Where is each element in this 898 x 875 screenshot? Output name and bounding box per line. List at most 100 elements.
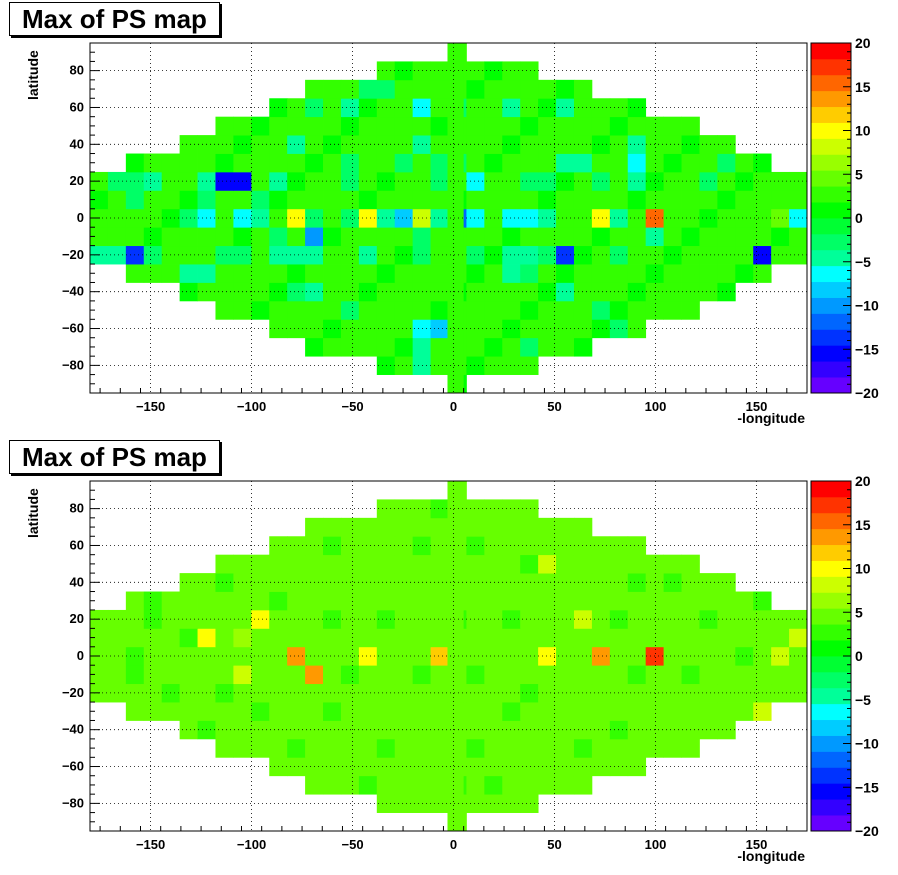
heatmap-cell: [484, 794, 503, 813]
colorbar-tick-label: −20: [855, 385, 879, 401]
heatmap-cell: [323, 646, 342, 666]
heatmap-cell: [609, 554, 629, 574]
heatmap-cell: [269, 264, 288, 283]
heatmap-cell: [161, 190, 181, 210]
heatmap-cell: [699, 227, 718, 247]
heatmap-cell: [484, 683, 503, 703]
heatmap-cell: [323, 738, 342, 758]
heatmap-cell: [251, 702, 270, 721]
heatmap-cell: [305, 517, 324, 537]
heatmap-cell: [538, 79, 557, 99]
heatmap-cell: [484, 775, 503, 795]
heatmap-cell: [484, 609, 503, 629]
heatmap-cell: [143, 190, 163, 210]
heatmap-cell: [663, 135, 682, 154]
heatmap-cell: [305, 79, 324, 99]
heatmap-cell: [573, 702, 593, 721]
heatmap-cell: [591, 757, 611, 777]
heatmap-cell: [376, 646, 396, 666]
heatmap-cell: [771, 609, 790, 629]
heatmap-cell: [358, 171, 378, 191]
heatmap-cell: [447, 665, 464, 685]
colorbar-segment: [811, 592, 851, 609]
heatmap-cell: [520, 98, 539, 118]
heatmap-cell: [573, 646, 593, 666]
heatmap-cell: [269, 300, 288, 320]
heatmap-cell: [376, 757, 396, 777]
heatmap-cell: [125, 702, 145, 721]
heatmap-cell: [430, 356, 449, 375]
heatmap-cell: [179, 702, 198, 721]
heatmap-cell: [627, 208, 647, 228]
heatmap-cell: [305, 738, 324, 758]
heatmap-cell: [143, 264, 163, 283]
heatmap-cell: [591, 153, 611, 173]
heatmap-cell: [287, 536, 306, 556]
heatmap-cell: [215, 738, 234, 758]
heatmap-cell: [556, 264, 575, 283]
heatmap-cell: [430, 683, 449, 703]
heatmap-cell: [502, 573, 521, 592]
heatmap-cell: [305, 227, 324, 247]
heatmap-cell: [412, 683, 431, 703]
heatmap-cell: [447, 61, 464, 81]
heatmap-cell: [573, 79, 593, 99]
heatmap-cell: [90, 665, 109, 685]
heatmap-cell: [447, 794, 464, 813]
heatmap-cell: [251, 264, 270, 283]
heatmap-cell: [215, 116, 234, 136]
heatmap-cell: [215, 702, 234, 721]
heatmap-cell: [251, 190, 270, 210]
heatmap-cell: [376, 591, 396, 611]
heatmap-cell: [447, 319, 464, 339]
heatmap-cell: [197, 190, 216, 210]
heatmap-cell: [556, 319, 575, 339]
heatmap-cell: [591, 190, 611, 210]
heatmap-cell: [447, 227, 464, 247]
y-tick-label: 60: [70, 537, 84, 552]
heatmap-cell: [627, 554, 647, 574]
x-tick-label: −150: [136, 837, 165, 852]
heatmap-cell: [233, 591, 252, 611]
heatmap-cell: [412, 591, 431, 611]
heatmap-cell: [573, 171, 593, 191]
heatmap-cell: [573, 135, 593, 154]
heatmap-cell: [394, 646, 414, 666]
heatmap-cell: [645, 153, 664, 173]
colorbar-segment: [811, 43, 851, 60]
heatmap-cell: [251, 227, 270, 247]
heatmap-cell: [771, 683, 790, 703]
y-tick-label: −60: [62, 321, 84, 336]
heatmap-cell: [484, 153, 503, 173]
heatmap-cell: [520, 227, 539, 247]
heatmap-cell: [484, 300, 503, 320]
heatmap-cell: [233, 190, 252, 210]
heatmap-cell: [179, 591, 198, 611]
heatmap-cell: [573, 628, 593, 648]
heatmap-cell: [447, 738, 464, 758]
heatmap-cell: [215, 208, 234, 228]
heatmap-cell: [323, 190, 342, 210]
heatmap-cell: [358, 757, 378, 777]
heatmap-cell: [735, 683, 754, 703]
heatmap-cell: [627, 300, 647, 320]
heatmap-cell: [251, 646, 270, 666]
heatmap-cell: [681, 153, 700, 173]
heatmap-cell: [556, 190, 575, 210]
heatmap-cell: [699, 264, 718, 283]
heatmap-cell: [447, 79, 464, 99]
heatmap-cell: [484, 116, 503, 136]
heatmap-cell: [502, 628, 521, 648]
colorbar-tick-label: −15: [855, 341, 879, 357]
heatmap-cell: [143, 208, 163, 228]
heatmap-cell: [125, 227, 145, 247]
heatmap-cell: [287, 153, 306, 173]
heatmap-cell: [573, 300, 593, 320]
heatmap-cell: [143, 646, 163, 666]
heatmap-cell: [663, 208, 682, 228]
heatmap-cell: [538, 646, 557, 666]
heatmap-cell: [251, 116, 270, 136]
y-tick-label: −40: [62, 722, 84, 737]
colorbar-segment: [811, 751, 851, 768]
heatmap-cell: [430, 116, 449, 136]
